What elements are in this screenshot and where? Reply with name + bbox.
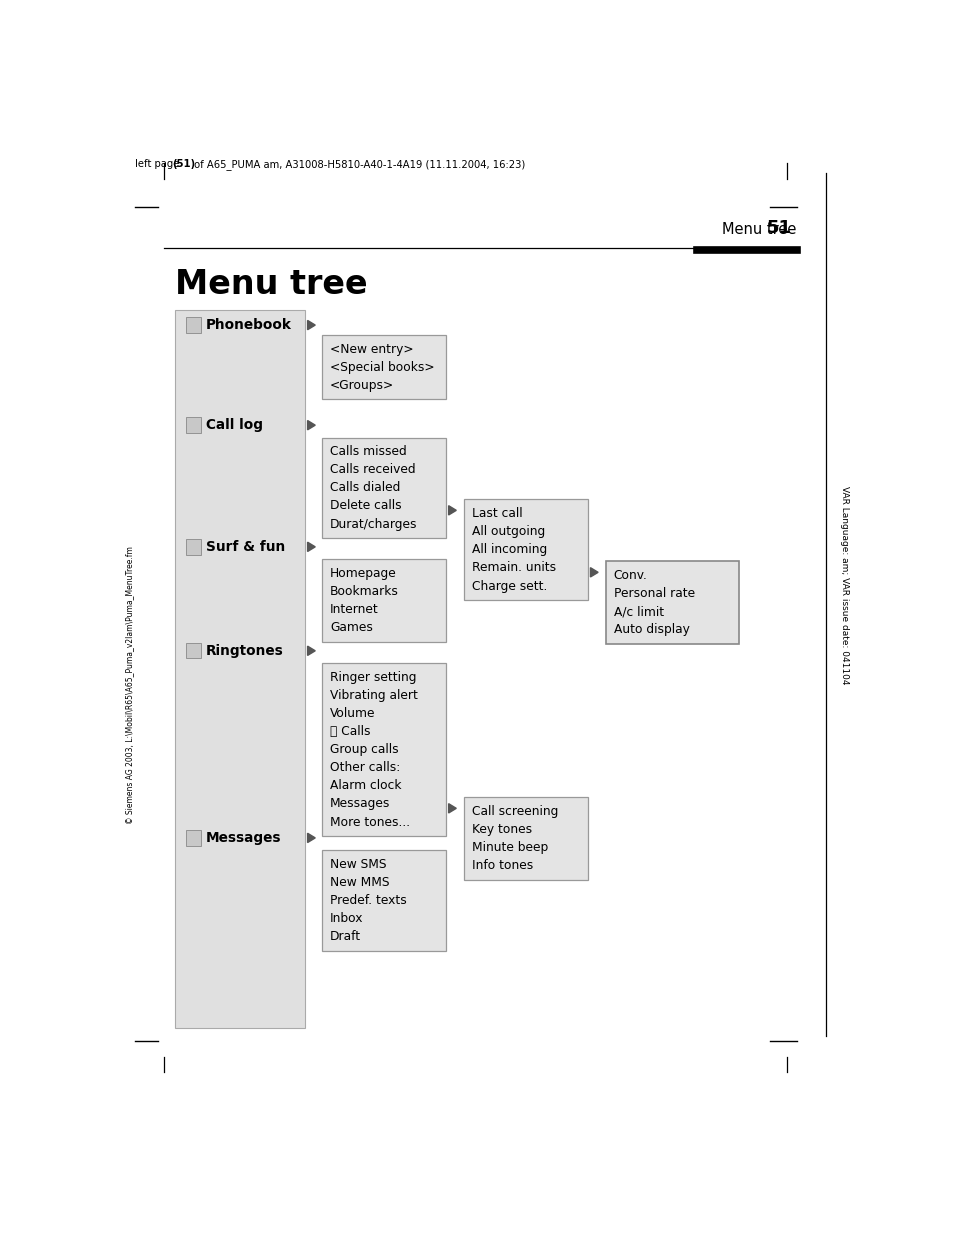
Text: Ringtones: Ringtones bbox=[206, 644, 283, 658]
Polygon shape bbox=[307, 542, 314, 552]
Text: Homepage: Homepage bbox=[330, 567, 396, 579]
Polygon shape bbox=[448, 804, 456, 812]
Polygon shape bbox=[307, 320, 314, 330]
Text: Charge sett.: Charge sett. bbox=[472, 579, 547, 593]
Text: Key tones: Key tones bbox=[472, 824, 532, 836]
Text: Ringer setting: Ringer setting bbox=[330, 670, 416, 684]
Text: New MMS: New MMS bbox=[330, 876, 389, 888]
Text: left page: left page bbox=[134, 158, 182, 168]
Text: Predef. texts: Predef. texts bbox=[330, 895, 406, 907]
Bar bbox=[186, 643, 201, 658]
Text: Durat/charges: Durat/charges bbox=[330, 517, 417, 531]
Text: Messages: Messages bbox=[330, 797, 390, 810]
Bar bbox=[605, 562, 739, 644]
Text: Other calls:: Other calls: bbox=[330, 761, 400, 774]
Bar bbox=[322, 437, 446, 538]
Polygon shape bbox=[590, 568, 598, 577]
Text: Inbox: Inbox bbox=[330, 912, 363, 926]
Text: More tones...: More tones... bbox=[330, 816, 410, 829]
Bar bbox=[174, 310, 305, 1028]
Bar bbox=[464, 797, 587, 880]
Text: Menu tree: Menu tree bbox=[174, 268, 367, 302]
Bar bbox=[186, 318, 201, 333]
Text: Minute beep: Minute beep bbox=[472, 841, 548, 855]
Text: Draft: Draft bbox=[330, 931, 361, 943]
Polygon shape bbox=[307, 834, 314, 842]
Text: Menu tree: Menu tree bbox=[721, 222, 796, 237]
Text: Call log: Call log bbox=[206, 419, 263, 432]
Text: 51: 51 bbox=[766, 219, 791, 237]
Polygon shape bbox=[307, 647, 314, 655]
Text: Conv.: Conv. bbox=[613, 569, 647, 582]
Text: A/c limit: A/c limit bbox=[613, 606, 663, 618]
Text: Internet: Internet bbox=[330, 603, 378, 616]
Text: Last call: Last call bbox=[472, 507, 522, 520]
Text: © Siemens AG 2003, L:\Mobil\R65\A65_Puma_v2Iam\Puma_MenuTree.fm: © Siemens AG 2003, L:\Mobil\R65\A65_Puma… bbox=[126, 547, 134, 825]
Text: ⎕ Calls: ⎕ Calls bbox=[330, 725, 370, 738]
Text: Info tones: Info tones bbox=[472, 860, 533, 872]
Text: Volume: Volume bbox=[330, 706, 375, 720]
Bar bbox=[322, 850, 446, 951]
Text: Personal rate: Personal rate bbox=[613, 587, 694, 601]
Text: Auto display: Auto display bbox=[613, 623, 689, 637]
Text: Group calls: Group calls bbox=[330, 743, 398, 756]
Text: (51): (51) bbox=[172, 158, 194, 168]
Text: Surf & fun: Surf & fun bbox=[206, 540, 285, 553]
Text: Games: Games bbox=[330, 622, 373, 634]
Text: Phonebook: Phonebook bbox=[206, 318, 292, 333]
Text: <Groups>: <Groups> bbox=[330, 379, 394, 392]
Polygon shape bbox=[448, 506, 456, 515]
Text: Delete calls: Delete calls bbox=[330, 500, 401, 512]
Text: Calls dialed: Calls dialed bbox=[330, 481, 400, 495]
Text: Messages: Messages bbox=[206, 831, 281, 845]
Text: Remain. units: Remain. units bbox=[472, 562, 556, 574]
Bar bbox=[322, 559, 446, 642]
Text: Calls received: Calls received bbox=[330, 464, 416, 476]
Bar bbox=[186, 540, 201, 554]
Text: of A65_PUMA am, A31008-H5810-A40-1-4A19 (11.11.2004, 16:23): of A65_PUMA am, A31008-H5810-A40-1-4A19 … bbox=[192, 158, 525, 169]
Bar bbox=[464, 500, 587, 601]
Text: New SMS: New SMS bbox=[330, 858, 386, 871]
Bar bbox=[186, 417, 201, 432]
Text: All incoming: All incoming bbox=[472, 543, 547, 557]
Polygon shape bbox=[307, 420, 314, 430]
Text: VAR Language: am; VAR issue date: 041104: VAR Language: am; VAR issue date: 041104 bbox=[840, 486, 848, 684]
Text: All outgoing: All outgoing bbox=[472, 526, 544, 538]
Text: Bookmarks: Bookmarks bbox=[330, 584, 398, 598]
Text: Alarm clock: Alarm clock bbox=[330, 780, 401, 792]
Bar bbox=[322, 335, 446, 400]
Text: Vibrating alert: Vibrating alert bbox=[330, 689, 417, 701]
Text: Call screening: Call screening bbox=[472, 805, 558, 819]
Bar bbox=[186, 830, 201, 846]
Text: <New entry>: <New entry> bbox=[330, 343, 414, 356]
Text: Calls missed: Calls missed bbox=[330, 445, 406, 459]
Bar bbox=[322, 663, 446, 836]
Text: <Special books>: <Special books> bbox=[330, 361, 435, 374]
